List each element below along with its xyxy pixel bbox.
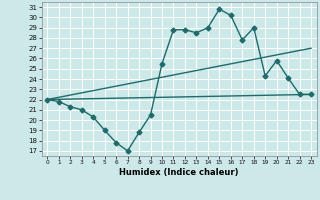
X-axis label: Humidex (Indice chaleur): Humidex (Indice chaleur) (119, 168, 239, 177)
